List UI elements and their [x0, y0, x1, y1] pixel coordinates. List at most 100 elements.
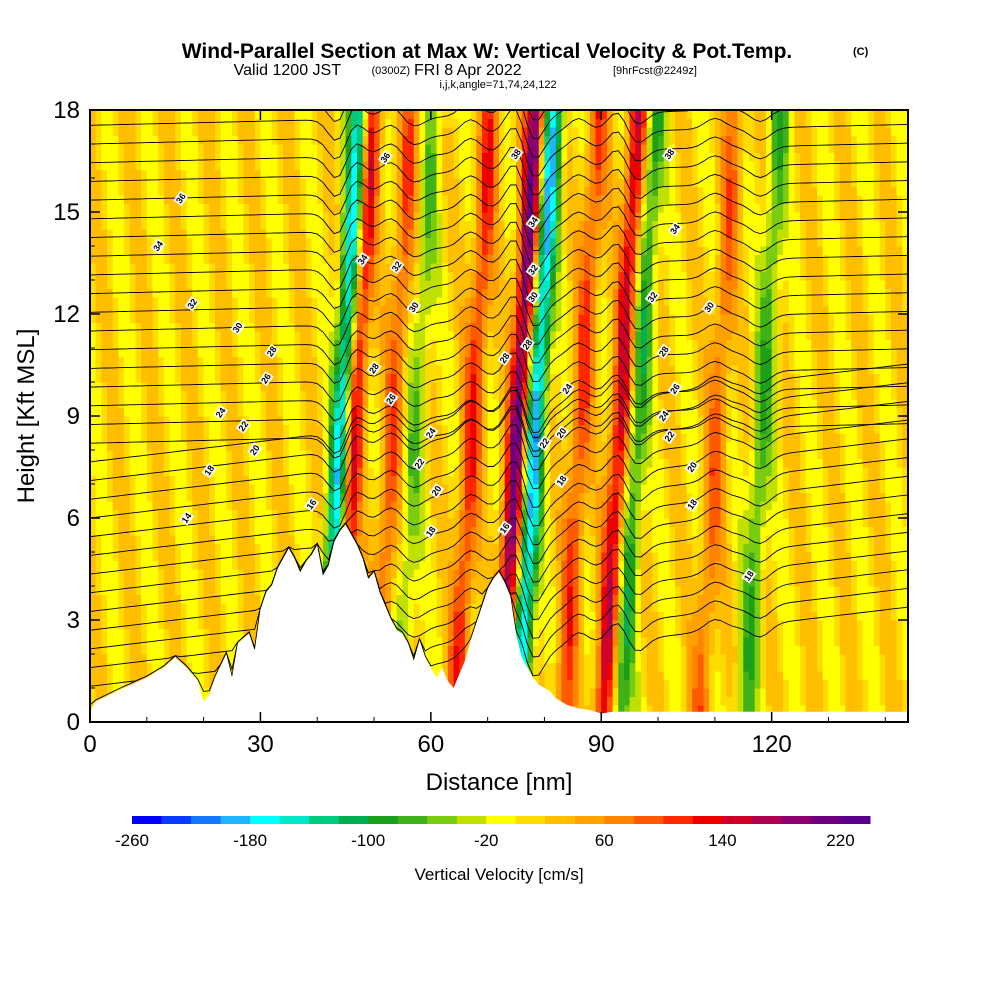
velocity-cell: [402, 186, 409, 196]
velocity-cell: [413, 552, 421, 562]
velocity-cell: [402, 305, 409, 315]
velocity-cell: [95, 152, 102, 162]
velocity-cell: [396, 203, 404, 213]
velocity-cell: [311, 263, 318, 273]
velocity-cell: [334, 152, 341, 162]
velocity-cell: [334, 280, 341, 290]
velocity-cell: [118, 339, 125, 349]
velocity-cell: [254, 186, 262, 196]
velocity-cell: [214, 552, 222, 562]
velocity-cell: [152, 645, 159, 655]
velocity-cell: [277, 373, 284, 383]
velocity-cell: [453, 169, 460, 179]
velocity-cell: [232, 399, 239, 409]
velocity-cell: [459, 331, 466, 341]
velocity-cell: [413, 135, 421, 145]
velocity-cell: [294, 441, 301, 451]
velocity-cell: [95, 416, 102, 426]
velocity-cell: [442, 203, 449, 213]
velocity-cell: [175, 271, 182, 281]
velocity-cell: [249, 212, 256, 222]
velocity-cell: [90, 186, 97, 196]
velocity-cell: [237, 365, 244, 375]
velocity-cell: [374, 552, 381, 562]
velocity-cell: [146, 611, 154, 621]
velocity-cell: [260, 552, 267, 562]
velocity-cell: [146, 552, 154, 562]
velocity-cell: [396, 186, 404, 196]
velocity-cell: [243, 603, 250, 613]
velocity-cell: [402, 212, 409, 222]
velocity-cell: [334, 118, 341, 128]
velocity-cell: [129, 161, 137, 171]
velocity-cell: [453, 467, 460, 477]
velocity-cell: [135, 390, 142, 400]
velocity-cell: [425, 373, 432, 383]
velocity-cell: [249, 603, 256, 613]
velocity-cell: [220, 458, 227, 468]
velocity-cell: [476, 594, 483, 604]
velocity-cell: [124, 424, 131, 434]
velocity-cell: [152, 467, 159, 477]
velocity-cell: [317, 186, 324, 196]
velocity-cell: [464, 110, 472, 120]
velocity-cell: [288, 467, 296, 477]
velocity-cell: [453, 535, 460, 545]
velocity-cell: [180, 492, 188, 502]
velocity-cell: [470, 118, 477, 128]
velocity-cell: [203, 416, 210, 426]
velocity-cell: [220, 611, 227, 621]
velocity-cell: [322, 382, 330, 392]
velocity-cell: [141, 467, 148, 477]
velocity-cell: [197, 552, 205, 562]
velocity-cell: [209, 458, 216, 468]
velocity-cell: [197, 237, 205, 247]
velocity-cell: [237, 441, 244, 451]
velocity-cell: [442, 382, 449, 392]
velocity-cell: [379, 373, 386, 383]
velocity-cell: [135, 645, 142, 655]
velocity-cell: [271, 144, 279, 154]
velocity-cell: [135, 348, 142, 358]
velocity-cell: [322, 271, 330, 281]
velocity-cell: [214, 484, 222, 494]
velocity-cell: [379, 110, 386, 120]
velocity-cell: [413, 450, 421, 460]
velocity-cell: [260, 390, 267, 400]
velocity-cell: [459, 526, 466, 536]
velocity-cell: [283, 450, 290, 460]
velocity-cell: [107, 322, 114, 332]
velocity-cell: [90, 305, 97, 315]
velocity-cell: [129, 110, 137, 120]
velocity-cell: [192, 280, 199, 290]
velocity-cell: [413, 628, 421, 638]
velocity-cell: [402, 297, 409, 307]
velocity-cell: [158, 390, 165, 400]
velocity-cell: [430, 569, 438, 579]
velocity-cell: [163, 348, 171, 358]
velocity-cell: [356, 229, 364, 239]
velocity-cell: [158, 586, 165, 596]
velocity-cell: [368, 127, 375, 137]
velocity-cell: [430, 348, 438, 358]
velocity-cell: [413, 569, 421, 579]
velocity-cell: [243, 365, 250, 375]
velocity-cell: [379, 467, 386, 477]
velocity-cell: [175, 535, 182, 545]
velocity-cell: [232, 254, 239, 264]
velocity-cell: [214, 229, 222, 239]
velocity-cell: [430, 314, 438, 324]
velocity-cell: [447, 373, 455, 383]
velocity-cell: [430, 373, 438, 383]
velocity-cell: [283, 212, 290, 222]
velocity-cell: [163, 263, 171, 273]
velocity-cell: [197, 127, 205, 137]
velocity-cell: [464, 246, 472, 256]
velocity-cell: [328, 390, 335, 400]
velocity-cell: [447, 382, 455, 392]
velocity-cell: [317, 416, 324, 426]
velocity-cell: [232, 297, 239, 307]
velocity-cell: [112, 271, 120, 281]
velocity-cell: [317, 433, 324, 443]
velocity-cell: [442, 390, 449, 400]
